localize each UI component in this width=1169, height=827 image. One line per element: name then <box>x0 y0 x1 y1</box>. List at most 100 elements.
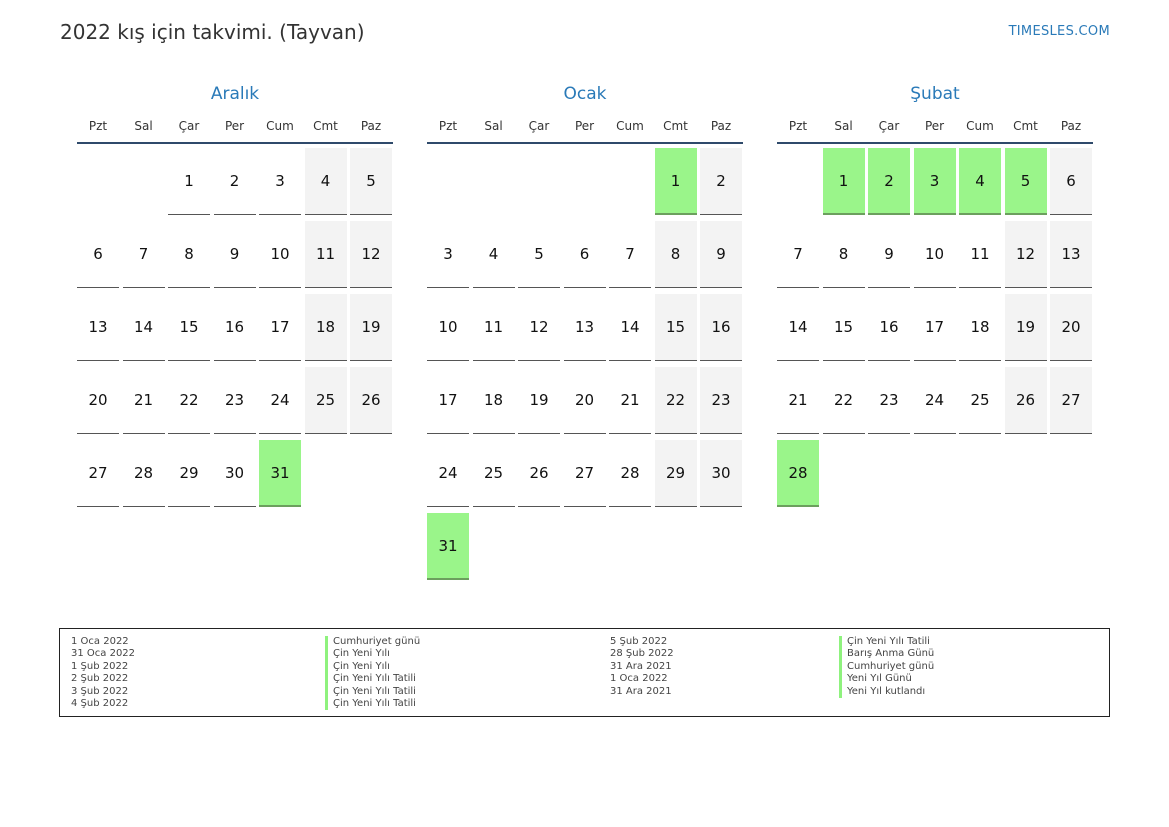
weekday-header: Pzt Sal Çar Per Cum Cmt Paz <box>777 118 1093 144</box>
day-cell: 3 <box>259 148 301 215</box>
day-cell: 18 <box>959 294 1001 361</box>
holiday-day-cell: 31 <box>259 440 301 507</box>
weekday-label: Paz <box>1060 119 1082 133</box>
day-cell: 7 <box>777 221 819 288</box>
day-cell: 16 <box>213 294 256 361</box>
day-cell: 14 <box>122 294 165 361</box>
holiday-day-cell: 4 <box>959 148 1001 215</box>
legend-date: 1 Şub 2022 <box>71 660 129 672</box>
weekday-label: Cmt <box>1013 119 1038 133</box>
day-cell: 5 <box>350 148 392 215</box>
day-cell: 6 <box>1050 148 1092 215</box>
day-cell: 22 <box>168 367 210 434</box>
site-link[interactable]: TIMESLES.COM <box>1008 24 1110 39</box>
day-cell: 13 <box>77 294 119 361</box>
day-cell: 16 <box>868 294 910 361</box>
weekday-label: Per <box>224 119 245 133</box>
day-cell: 24 <box>913 367 956 434</box>
day-cell: 10 <box>913 221 956 288</box>
weekday-label: Sal <box>134 119 153 133</box>
day-cell: 9 <box>700 221 742 288</box>
legend-holiday-name: Çin Yeni Yılı <box>325 660 420 674</box>
day-cell: 23 <box>700 367 742 434</box>
day-cell: 29 <box>168 440 210 507</box>
day-cell: 16 <box>700 294 742 361</box>
day-cell: 20 <box>563 367 606 434</box>
day-cell: 19 <box>1004 294 1047 361</box>
legend-date: 5 Şub 2022 <box>610 636 668 647</box>
day-cell: 8 <box>822 221 865 288</box>
day-cell: 17 <box>913 294 956 361</box>
weekday-label: Per <box>924 119 945 133</box>
day-cell: 28 <box>609 440 651 507</box>
day-cell: 24 <box>427 440 469 507</box>
legend-dates-column-2: 5 Şub 2022 28 Şub 2022 31 Ara 2021 1 Oca 20… <box>610 636 674 698</box>
legend-holiday-name: Cumhuriyet günü <box>325 636 420 649</box>
day-cell: 15 <box>168 294 210 361</box>
legend-holiday-name: Çin Yeni Yılı <box>325 648 420 661</box>
weekday-label: Pzt <box>438 119 458 133</box>
month-title: Aralık <box>210 84 260 104</box>
weekday-label: Cmt <box>663 119 688 133</box>
legend-holiday-name: Yeni Yıl Günü <box>839 673 934 686</box>
day-cell: 22 <box>654 367 697 434</box>
day-cell: 4 <box>472 221 515 288</box>
day-cell: 23 <box>213 367 256 434</box>
day-cell: 21 <box>777 367 819 434</box>
day-cell: 12 <box>350 221 392 288</box>
weekday-label: Per <box>574 119 595 133</box>
legend-holiday-name: Çin Yeni Yılı Tatili <box>839 636 934 649</box>
day-cell: 13 <box>563 294 606 361</box>
day-cell: 25 <box>304 367 347 434</box>
day-cell: 26 <box>518 440 560 507</box>
day-cell: 25 <box>959 367 1001 434</box>
weekday-label: Sal <box>484 119 503 133</box>
legend-holiday-name: Çin Yeni Yılı Tatili <box>325 697 420 711</box>
weekday-label: Cmt <box>313 119 338 133</box>
day-cell: 19 <box>518 367 560 434</box>
legend-date: 4 Şub 2022 <box>71 697 129 709</box>
day-cell: 10 <box>427 294 469 361</box>
holiday-day-cell: 1 <box>822 148 865 215</box>
day-cell: 9 <box>868 221 910 288</box>
legend-date: 2 Şub 2022 <box>71 673 129 685</box>
legend-date: 3 Şub 2022 <box>71 685 129 697</box>
day-cell: 18 <box>472 367 515 434</box>
day-cell: 23 <box>868 367 910 434</box>
day-cell: 10 <box>259 221 301 288</box>
day-cell: 12 <box>518 294 560 361</box>
day-cell: 8 <box>168 221 210 288</box>
weekday-label: Cum <box>266 119 294 133</box>
day-cell: 7 <box>122 221 165 288</box>
day-cell: 1 <box>168 148 210 215</box>
legend-holiday-name: Barış Anma Günü <box>839 648 934 661</box>
weekday-label: Paz <box>360 119 382 133</box>
day-cell: 13 <box>1050 221 1092 288</box>
holiday-day-cell: 2 <box>868 148 910 215</box>
day-cell: 29 <box>654 440 697 507</box>
day-cell: 8 <box>654 221 697 288</box>
day-cell: 11 <box>959 221 1001 288</box>
legend-names-column-2: Çin Yeni Yılı Tatili Barış Anma Günü Cumhu… <box>839 636 934 698</box>
day-cell: 2 <box>213 148 256 215</box>
day-cell: 12 <box>1004 221 1047 288</box>
day-cell: 21 <box>122 367 165 434</box>
legend-holiday-name: Çin Yeni Yılı Tatili <box>325 685 420 698</box>
legend-holiday-name: Çin Yeni Yılı Tatili <box>325 673 420 686</box>
month-title: Ocak <box>563 84 607 104</box>
day-cell: 18 <box>304 294 347 361</box>
page-title: 2022 kış için takvimi. (Tayvan) <box>60 20 365 44</box>
day-cell: 22 <box>822 367 865 434</box>
weekday-label: Çar <box>878 119 900 133</box>
day-cell: 11 <box>472 294 515 361</box>
holiday-day-cell: 28 <box>777 440 819 507</box>
legend-holiday-name: Yeni Yıl kutlandı <box>839 685 934 698</box>
weekday-label: Cum <box>616 119 644 133</box>
day-cell: 17 <box>259 294 301 361</box>
day-cell: 20 <box>1050 294 1092 361</box>
day-cell: 15 <box>654 294 697 361</box>
day-cell: 2 <box>700 148 742 215</box>
weekday-header: Pzt Sal Çar Per Cum Cmt Paz <box>427 118 743 144</box>
day-cell: 27 <box>1050 367 1092 434</box>
day-cell: 26 <box>1004 367 1047 434</box>
